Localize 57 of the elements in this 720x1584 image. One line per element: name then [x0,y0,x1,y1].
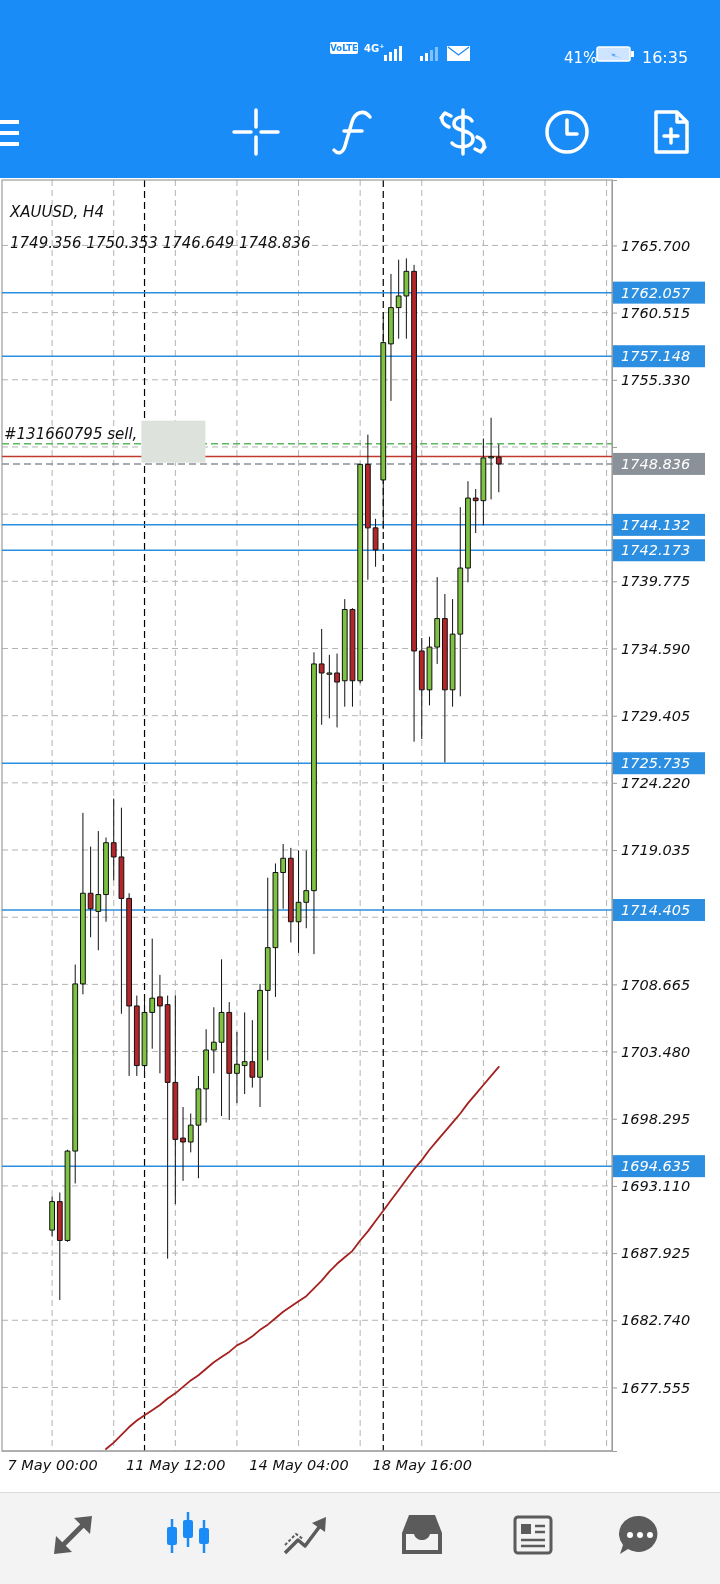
y-tick-label: 1719.035 [621,842,691,859]
ref-line-label: 1714.405 [621,902,691,919]
text: XAUUSD, H4 [9,203,104,221]
ref-line-label: 1725.735 [621,755,691,772]
candlestick [210,1006,217,1074]
candlestick [203,1028,210,1124]
candlestick [334,653,340,728]
candlestick [495,443,502,493]
candlestick [280,843,287,910]
text: 16:35 [642,48,689,67]
candlestick [441,593,448,763]
candlestick [126,892,133,1077]
y-tick-label: 1677.555 [621,1379,691,1396]
y-tick-label: 1729.405 [621,707,691,724]
candlestick [49,1195,55,1238]
y-tick-label: 1760.515 [621,304,691,321]
y-tick-label: 1765.700 [621,237,691,254]
ref-line-label: 1757.148 [621,348,691,365]
candlestick [287,847,294,943]
y-tick-label: 1687.925 [621,1245,691,1262]
y-tick-label: 1755.330 [621,371,691,388]
candlestick [257,983,263,1108]
y-tick-label: 1682.740 [621,1312,691,1329]
x-tick-label: 11 May 12:00 [126,1457,226,1474]
x-tick-label: 14 May 04:00 [249,1457,349,1474]
candlestick [411,264,417,743]
y-tick-label: 1739.775 [621,573,691,590]
line-series [105,1065,500,1450]
ref-line-label: 1744.132 [621,516,691,533]
y-tick-label: 1693.110 [621,1178,691,1195]
text: 4G⁺ [364,43,385,54]
candlestick [157,974,163,1074]
x-tick-label: 7 May 00:00 [7,1457,98,1474]
candlestick [465,480,471,583]
candlestick [372,518,379,568]
candlestick [388,273,394,402]
y-tick-label: 1734.590 [621,640,691,657]
candlestick [488,417,494,500]
ref-line-label: 1694.635 [621,1158,691,1175]
y-tick-label: 1703.480 [621,1043,691,1060]
y-tick-label: 1708.665 [621,976,691,993]
text: 41% [564,49,598,67]
candlestick [103,837,109,923]
ref-line-label: 1762.057 [621,284,691,301]
x-tick-label: 18 May 16:00 [372,1457,472,1474]
candlestick [311,651,317,955]
ref-line-label: 1742.173 [621,542,691,559]
candlestick [380,316,387,530]
ref-line-label: 1748.836 [621,456,691,472]
candlestick [234,1031,240,1104]
candlestick [180,1106,186,1182]
y-tick-label: 1724.220 [621,774,691,791]
text: 1749.356 1750.353 1746.649 1748.836 [10,234,311,252]
annotation: #131660795 sell, [4,424,138,443]
candlestick [80,812,86,995]
candlestick [364,434,371,581]
y-tick-label: 1698.295 [621,1110,691,1127]
